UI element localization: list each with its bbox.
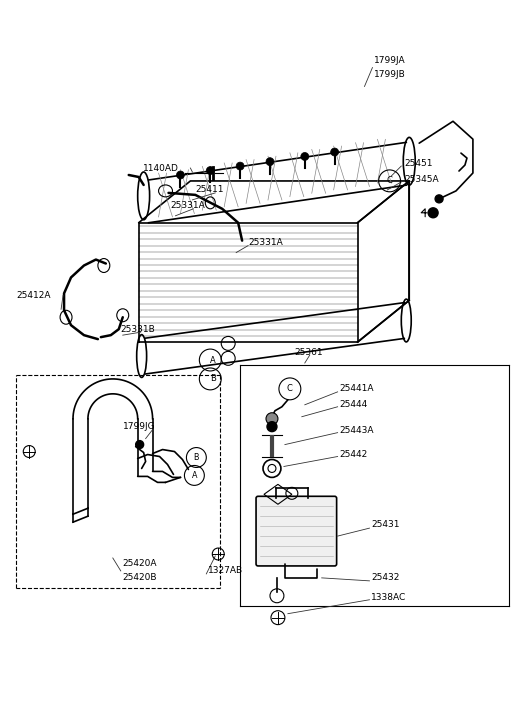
- Text: 25432: 25432: [371, 574, 400, 582]
- Text: 1327AB: 1327AB: [209, 566, 244, 575]
- Circle shape: [177, 171, 185, 179]
- Circle shape: [428, 208, 438, 218]
- Text: 25420B: 25420B: [123, 574, 157, 582]
- Text: 1799JG: 1799JG: [123, 422, 155, 431]
- Text: 25444: 25444: [339, 401, 368, 409]
- Text: 25411: 25411: [195, 185, 224, 194]
- FancyBboxPatch shape: [256, 497, 337, 566]
- Text: A: A: [192, 471, 197, 480]
- Circle shape: [331, 148, 339, 156]
- Text: 25331B: 25331B: [121, 325, 155, 334]
- Text: 25412A: 25412A: [16, 291, 51, 300]
- Text: 1338AC: 1338AC: [371, 593, 406, 602]
- Text: 25420A: 25420A: [123, 560, 157, 569]
- Circle shape: [301, 153, 309, 161]
- Circle shape: [267, 422, 277, 432]
- Text: 25331A: 25331A: [248, 238, 283, 247]
- Text: 1799JA: 1799JA: [375, 56, 406, 65]
- Text: C: C: [387, 177, 393, 185]
- Text: A: A: [210, 356, 216, 364]
- Text: 25451: 25451: [404, 158, 433, 167]
- Circle shape: [435, 195, 443, 203]
- Circle shape: [266, 158, 274, 166]
- Text: 25331A: 25331A: [170, 201, 205, 210]
- Circle shape: [206, 166, 214, 174]
- Text: 25441A: 25441A: [339, 385, 374, 393]
- Text: C: C: [287, 385, 293, 393]
- Text: B: B: [194, 453, 199, 462]
- Text: 1140AD: 1140AD: [143, 164, 179, 172]
- Text: B: B: [210, 374, 216, 383]
- Text: 25361: 25361: [295, 348, 323, 356]
- Text: 25443A: 25443A: [339, 426, 374, 435]
- Text: 25442: 25442: [339, 450, 368, 459]
- Circle shape: [136, 441, 144, 449]
- Text: 1799JB: 1799JB: [375, 70, 406, 79]
- Text: 25431: 25431: [371, 520, 400, 529]
- Text: 25345A: 25345A: [404, 175, 439, 185]
- Circle shape: [236, 162, 244, 170]
- Circle shape: [266, 413, 278, 425]
